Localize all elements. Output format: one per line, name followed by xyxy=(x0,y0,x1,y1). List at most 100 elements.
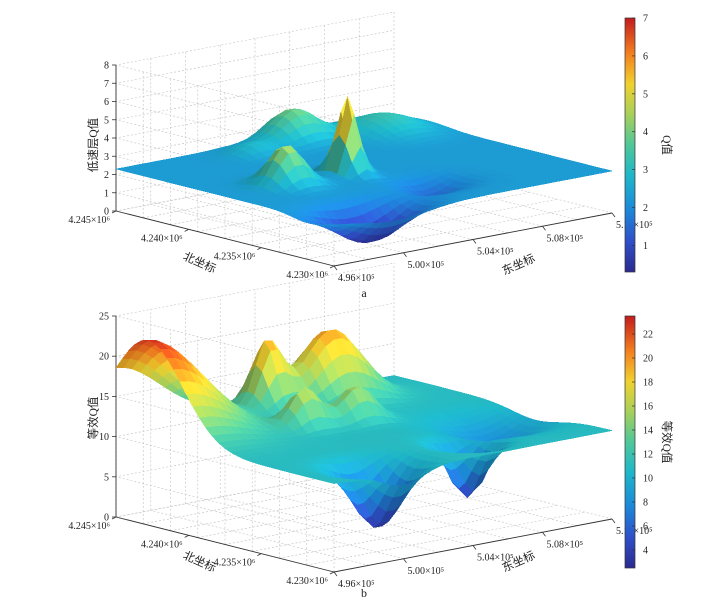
east-tick-mark xyxy=(611,212,616,218)
z-tick-label: 2 xyxy=(104,170,109,181)
z-tick-label: 25 xyxy=(99,312,109,323)
north-tick-label: 4.240×10⁶ xyxy=(141,233,183,244)
floor-gridline xyxy=(150,510,369,566)
z-tick-label: 10 xyxy=(99,432,109,443)
colorbar xyxy=(624,17,636,273)
colorbar xyxy=(624,315,636,569)
colorbar-tick-label: 22 xyxy=(643,330,653,341)
z-tick-label: 6 xyxy=(104,97,109,108)
east-tick-mark xyxy=(403,252,407,257)
z-tick-label: 3 xyxy=(104,152,109,163)
floor-gridline xyxy=(220,496,439,553)
floor-gridline xyxy=(324,476,543,533)
colorbar-label: Q值 xyxy=(660,135,673,155)
z-tick-label: 4 xyxy=(104,134,109,145)
east-tick-label: 5.00×10⁵ xyxy=(408,566,445,577)
colorbar-tick-label: 6 xyxy=(643,51,648,62)
colorbar-tick-label: 16 xyxy=(643,402,653,413)
east-tick-label: 5.08×10⁵ xyxy=(547,233,584,244)
east-tick-mark xyxy=(472,239,477,244)
east-tick-label: 5.00×10⁵ xyxy=(408,260,445,271)
east-tick-label: 5.08×10⁵ xyxy=(547,539,584,550)
floor-gridline xyxy=(185,503,404,560)
axes-lines xyxy=(111,64,616,271)
panel-label: a xyxy=(361,286,367,300)
north-tick-mark xyxy=(184,534,189,538)
colorbar-tick-label: 6 xyxy=(643,522,648,533)
colorbar-tick-label: 4 xyxy=(643,546,648,557)
north-tick-mark xyxy=(329,265,335,269)
north-tick-mark xyxy=(257,247,262,251)
colorbar-tick-label: 1 xyxy=(643,241,648,252)
floor-gridline xyxy=(150,204,369,260)
floor-gridline xyxy=(143,470,422,525)
z-tick-label: 0 xyxy=(104,207,109,218)
z-tick-label: 8 xyxy=(104,61,109,72)
floor-gridline xyxy=(359,470,578,526)
north-tick-mark xyxy=(111,516,117,520)
colorbar-tick-label: 14 xyxy=(643,426,653,437)
floor-gridline xyxy=(115,463,395,518)
colorbar-tick-label: 7 xyxy=(643,14,648,25)
colorbar-tick-label: 5 xyxy=(643,89,648,100)
z-tick-label: 20 xyxy=(99,352,109,363)
north-tick-mark xyxy=(329,571,335,575)
z-axis-label: 低速层Q值 xyxy=(87,117,100,172)
z-tick-label: 7 xyxy=(104,79,109,90)
north-axis-label: 北坐标 xyxy=(181,549,218,575)
panel-a: 0 1 2 3 4 5 6 7 8 4.96×10⁵ 5.00×10⁵ 5.04×10⁵ 5.08×10… xyxy=(68,11,673,300)
surface-cell xyxy=(597,428,613,433)
north-tick-mark xyxy=(257,553,262,557)
north-axis-label: 北坐标 xyxy=(181,250,218,276)
floor-gridline xyxy=(170,477,449,532)
colorbar-tick-label: 10 xyxy=(643,474,653,485)
z-tick-label: 5 xyxy=(104,115,109,126)
panel-b: 0 5 10 15 20 25 4.96×10⁵ 5.00×10⁵ 5.04×10⁵ 5.08×1… xyxy=(68,262,674,600)
colorbar-tick-label: 8 xyxy=(643,498,648,509)
east-tick-mark xyxy=(542,226,546,231)
floor-gridline xyxy=(197,484,476,538)
north-tick-mark xyxy=(111,210,117,214)
colorbar-tick-label: 12 xyxy=(643,450,653,461)
east-tick-mark xyxy=(333,571,338,577)
colorbar-tick-label: 20 xyxy=(643,354,653,365)
north-axis-line xyxy=(115,516,335,573)
panel-label: b xyxy=(361,586,367,600)
floor-gridline xyxy=(289,483,508,540)
surface-cell xyxy=(597,169,613,173)
surface xyxy=(115,329,613,528)
east-tick-label: 4.96×10⁵ xyxy=(338,579,375,590)
north-tick-label: 4.235×10⁶ xyxy=(214,252,256,263)
z-tick-label: 0 xyxy=(104,513,109,524)
north-tick-label: 4.235×10⁶ xyxy=(214,558,256,569)
z-tick-label: 1 xyxy=(104,188,109,199)
colorbar-label: 等效Q值 xyxy=(660,421,674,464)
north-tick-mark xyxy=(184,228,189,232)
north-tick-label: 4.240×10⁶ xyxy=(141,539,183,550)
north-tick-label: 4.245×10⁶ xyxy=(68,215,110,226)
surface xyxy=(115,95,613,244)
floor-gridline xyxy=(393,463,613,520)
colorbar-tick-label: 18 xyxy=(643,378,653,389)
floor-gridline xyxy=(185,197,404,254)
east-tick-label: 4.96×10⁵ xyxy=(338,273,375,284)
east-tick-mark xyxy=(333,265,338,271)
z-tick-label: 5 xyxy=(104,472,109,483)
east-tick-mark xyxy=(542,532,546,537)
north-tick-label: 4.245×10⁶ xyxy=(68,521,110,532)
colorbar-tick-label: 4 xyxy=(643,127,648,138)
axes-lines xyxy=(111,315,616,577)
colorbar-tick-label: 2 xyxy=(643,203,648,214)
east-tick-mark xyxy=(403,558,407,563)
z-axis-label: 等效Q值 xyxy=(86,396,100,439)
colorbar-tick-label: 3 xyxy=(643,165,648,176)
east-tick-mark xyxy=(472,545,477,550)
east-tick-mark xyxy=(611,518,616,524)
north-axis-line xyxy=(115,210,335,267)
east-tick-label: 5.04×10⁵ xyxy=(477,553,514,564)
z-tick-label: 15 xyxy=(99,392,109,403)
north-tick-label: 4.230×10⁶ xyxy=(286,270,328,281)
north-tick-label: 4.230×10⁶ xyxy=(286,576,328,587)
east-tick-label: 5.04×10⁵ xyxy=(477,247,514,258)
